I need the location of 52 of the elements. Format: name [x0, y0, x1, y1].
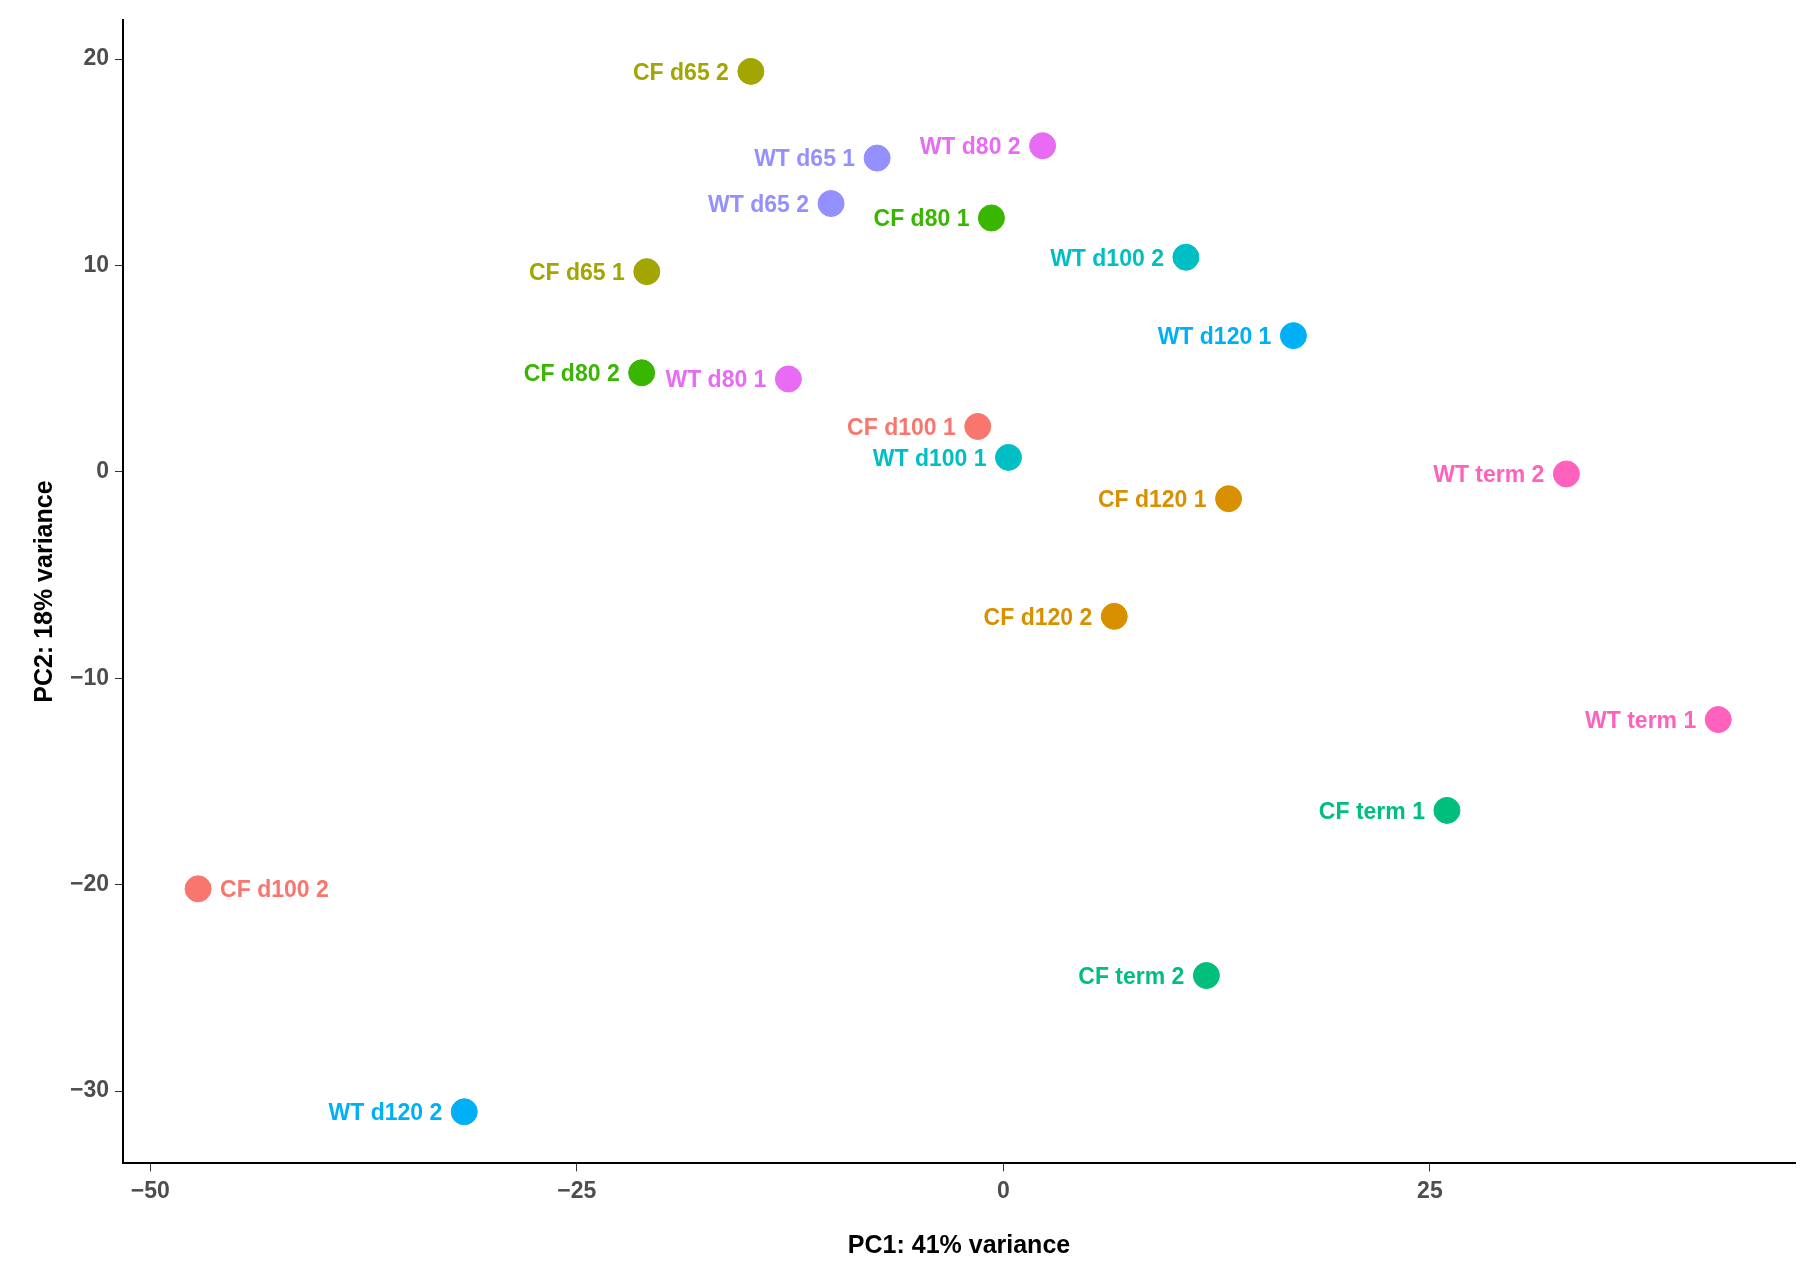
point: [633, 258, 661, 286]
point: [1192, 962, 1220, 990]
series-label: WT d80 2: [919, 133, 1021, 160]
y-tick-label: 0: [96, 457, 110, 484]
series-label: CF d120 1: [1097, 486, 1207, 513]
point: [450, 1098, 478, 1126]
x-tick-label: −50: [130, 1176, 170, 1203]
point: [863, 144, 891, 172]
point: [817, 190, 845, 218]
point: [184, 875, 212, 903]
point: [1433, 796, 1461, 824]
series-label: CF term 1: [1318, 797, 1426, 824]
point: [964, 412, 992, 440]
series-label: WT term 2: [1433, 461, 1545, 488]
series-label: CF d80 1: [873, 205, 970, 232]
point: [977, 204, 1005, 232]
series-label: WT term 1: [1585, 706, 1697, 733]
x-tick-label: 25: [1417, 1176, 1443, 1203]
x-axis-title: PC1: 41% variance: [847, 1229, 1071, 1258]
y-tick-label: 20: [83, 44, 110, 71]
series-label: CF term 2: [1078, 962, 1185, 989]
series-label: CF d120 2: [983, 603, 1093, 630]
point: [1704, 706, 1732, 734]
series-label: CF d65 1: [528, 258, 625, 285]
y-tick-label: −30: [70, 1076, 110, 1103]
series-label: WT d65 2: [708, 190, 810, 217]
series-label: CF d100 1: [847, 413, 956, 440]
y-tick-label: 10: [83, 250, 110, 277]
series-label: CF d80 2: [523, 360, 620, 387]
series-label: WT d100 1: [872, 444, 987, 471]
series-label: WT d120 1: [1157, 322, 1272, 349]
point: [774, 365, 802, 393]
y-tick-label: −10: [70, 663, 110, 690]
point: [1029, 132, 1057, 160]
point: [1172, 243, 1200, 271]
series-label: CF d65 2: [633, 58, 729, 85]
point: [1100, 602, 1128, 630]
point: [1552, 460, 1580, 488]
series-label: WT d100 2: [1050, 244, 1164, 271]
series-label: CF d100 2: [220, 876, 329, 903]
series-label: WT d65 1: [754, 145, 856, 172]
point: [1279, 322, 1307, 350]
y-tick-label: −20: [70, 870, 110, 897]
x-tick-label: 0: [996, 1176, 1010, 1203]
series-label: WT d120 2: [328, 1099, 443, 1126]
point: [628, 359, 656, 387]
y-axis-title: PC2: 18% variance: [28, 480, 57, 703]
x-tick-label: −25: [557, 1176, 597, 1203]
series-label: WT d80 1: [665, 366, 767, 393]
point: [1215, 485, 1243, 513]
point: [994, 443, 1022, 471]
point: [737, 57, 765, 85]
